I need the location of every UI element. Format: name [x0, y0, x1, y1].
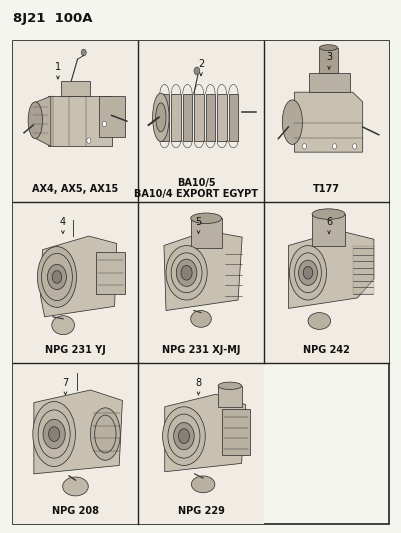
- Text: NPG 229: NPG 229: [177, 506, 224, 516]
- Bar: [311, 214, 344, 246]
- Bar: [171, 94, 180, 141]
- Text: 7: 7: [62, 378, 69, 388]
- Circle shape: [173, 423, 194, 450]
- Text: 3: 3: [325, 52, 331, 62]
- Ellipse shape: [152, 93, 169, 141]
- Bar: [194, 94, 203, 141]
- Text: NPG 208: NPG 208: [52, 506, 99, 516]
- Bar: [190, 219, 221, 248]
- Circle shape: [176, 259, 196, 286]
- Bar: [352, 246, 373, 294]
- Bar: [217, 386, 241, 407]
- Bar: [13, 363, 138, 524]
- Text: 6: 6: [325, 217, 331, 227]
- Text: 8J21  100A: 8J21 100A: [13, 12, 92, 26]
- Circle shape: [43, 419, 65, 449]
- Circle shape: [332, 143, 336, 149]
- Ellipse shape: [190, 213, 221, 223]
- Circle shape: [52, 271, 61, 283]
- Polygon shape: [288, 231, 373, 309]
- Bar: [205, 94, 215, 141]
- Circle shape: [81, 49, 86, 56]
- Bar: [263, 41, 388, 202]
- Text: T177: T177: [312, 183, 339, 193]
- Circle shape: [47, 264, 66, 289]
- Circle shape: [298, 260, 317, 285]
- Ellipse shape: [307, 312, 330, 329]
- Bar: [48, 96, 111, 147]
- Text: NPG 231 XJ-MJ: NPG 231 XJ-MJ: [162, 345, 239, 355]
- Circle shape: [352, 143, 356, 149]
- Ellipse shape: [28, 102, 43, 139]
- Text: AX4, AX5, AX15: AX4, AX5, AX15: [32, 183, 118, 193]
- Text: 8: 8: [195, 378, 201, 388]
- Ellipse shape: [37, 247, 76, 308]
- Ellipse shape: [155, 103, 166, 132]
- Ellipse shape: [52, 316, 74, 335]
- Bar: [13, 202, 138, 363]
- Bar: [160, 94, 169, 141]
- Circle shape: [178, 429, 189, 443]
- Text: 1: 1: [55, 62, 61, 72]
- Bar: [138, 41, 263, 202]
- Ellipse shape: [217, 382, 241, 390]
- Ellipse shape: [311, 209, 344, 219]
- Polygon shape: [294, 92, 362, 152]
- Ellipse shape: [282, 100, 302, 144]
- Text: 5: 5: [195, 217, 201, 227]
- Circle shape: [194, 67, 199, 75]
- Bar: [319, 47, 337, 73]
- Circle shape: [180, 265, 192, 280]
- Bar: [13, 41, 138, 202]
- Circle shape: [302, 266, 312, 279]
- Circle shape: [87, 138, 91, 143]
- Circle shape: [302, 143, 306, 149]
- Bar: [228, 94, 237, 141]
- Bar: [263, 202, 388, 363]
- Ellipse shape: [63, 477, 88, 496]
- Polygon shape: [32, 96, 51, 147]
- Text: 4: 4: [60, 217, 66, 227]
- Ellipse shape: [162, 407, 205, 465]
- Ellipse shape: [191, 476, 215, 492]
- Polygon shape: [164, 231, 241, 311]
- Ellipse shape: [33, 401, 75, 466]
- Text: 2: 2: [197, 59, 204, 69]
- Circle shape: [102, 122, 106, 127]
- Ellipse shape: [190, 311, 211, 327]
- Bar: [99, 96, 125, 136]
- Bar: [182, 94, 192, 141]
- Polygon shape: [34, 390, 122, 474]
- Bar: [138, 202, 263, 363]
- Polygon shape: [41, 236, 116, 317]
- Polygon shape: [309, 73, 349, 92]
- Ellipse shape: [289, 246, 326, 300]
- Bar: [222, 409, 249, 455]
- Circle shape: [49, 427, 59, 441]
- Polygon shape: [164, 394, 245, 472]
- Text: BA10/5
BA10/4 EXPORT EGYPT: BA10/5 BA10/4 EXPORT EGYPT: [134, 178, 257, 199]
- Bar: [61, 80, 90, 96]
- Bar: [217, 94, 226, 141]
- Text: NPG 242: NPG 242: [302, 345, 349, 355]
- Bar: [96, 252, 125, 294]
- Ellipse shape: [166, 246, 207, 300]
- Ellipse shape: [90, 408, 120, 460]
- Ellipse shape: [319, 45, 337, 51]
- Bar: [138, 363, 263, 524]
- Text: NPG 231 YJ: NPG 231 YJ: [45, 345, 105, 355]
